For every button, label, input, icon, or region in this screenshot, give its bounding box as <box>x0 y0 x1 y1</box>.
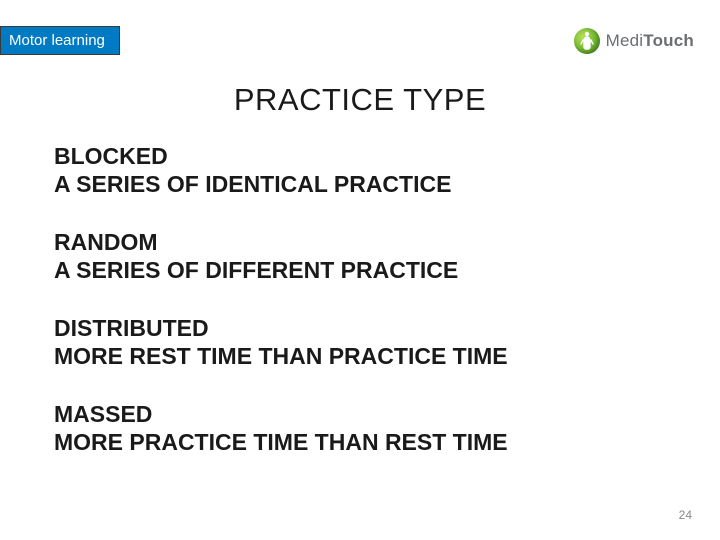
section-tab: Motor learning <box>0 26 120 55</box>
brand-logo-bold: Touch <box>643 31 694 50</box>
block-desc: A SERIES OF IDENTICAL PRACTICE <box>54 170 666 198</box>
practice-type-block: BLOCKED A SERIES OF IDENTICAL PRACTICE <box>54 142 666 198</box>
brand-logo-thin: Medi <box>606 31 644 50</box>
slide: Motor learning MediTouch PRACTICE TYPE B… <box>0 0 720 540</box>
section-tab-label: Motor learning <box>9 32 105 49</box>
practice-type-block: RANDOM A SERIES OF DIFFERENT PRACTICE <box>54 228 666 284</box>
block-desc: A SERIES OF DIFFERENT PRACTICE <box>54 256 666 284</box>
brand-logo-text: MediTouch <box>606 31 694 51</box>
block-heading: MASSED <box>54 400 666 428</box>
practice-type-block: DISTRIBUTED MORE REST TIME THAN PRACTICE… <box>54 314 666 370</box>
block-heading: RANDOM <box>54 228 666 256</box>
block-desc: MORE PRACTICE TIME THAN REST TIME <box>54 428 666 456</box>
practice-type-block: MASSED MORE PRACTICE TIME THAN REST TIME <box>54 400 666 456</box>
meditouch-logo-icon <box>574 28 600 54</box>
slide-title: PRACTICE TYPE <box>0 82 720 118</box>
block-desc: MORE REST TIME THAN PRACTICE TIME <box>54 342 666 370</box>
block-heading: DISTRIBUTED <box>54 314 666 342</box>
block-heading: BLOCKED <box>54 142 666 170</box>
page-number: 24 <box>679 508 692 522</box>
content-area: BLOCKED A SERIES OF IDENTICAL PRACTICE R… <box>54 142 666 456</box>
brand-logo: MediTouch <box>574 28 694 54</box>
